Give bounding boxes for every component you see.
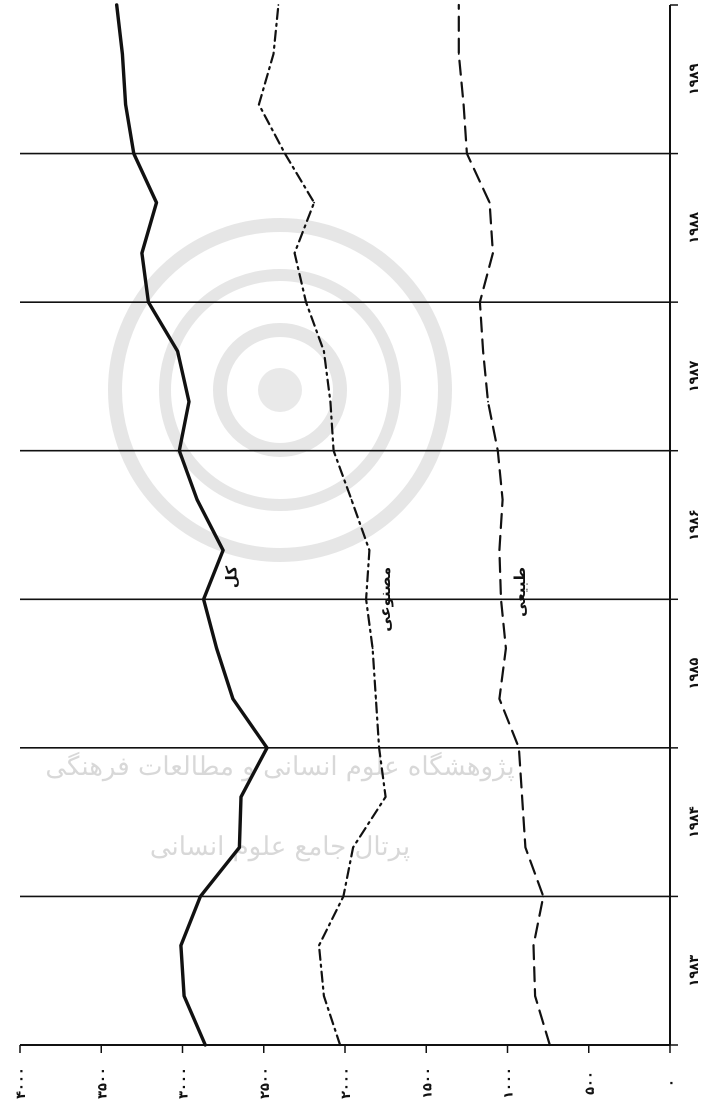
series-point-0 xyxy=(215,647,218,650)
series-point-1 xyxy=(318,944,320,947)
series-point-1 xyxy=(365,598,368,601)
y-axis-ticks: ۰ ۵۰۰ ۱۰۰۰ ۱۵۰۰ ۲۰۰۰ ۲۵۰۰ ۳۰۰۰ ۳۵۰۰ ۴۰۰۰ xyxy=(14,1045,679,1099)
series-point-0 xyxy=(183,995,186,997)
series-point-1 xyxy=(283,152,286,155)
series-point-2 xyxy=(491,252,494,255)
series-point-2 xyxy=(548,1044,551,1046)
series-point-0 xyxy=(147,301,150,304)
series-line-1 xyxy=(257,3,387,1047)
series-point-2 xyxy=(517,746,520,749)
series-point-2 xyxy=(496,449,499,452)
series-point-2 xyxy=(478,301,481,304)
series-point-1 xyxy=(368,549,371,552)
x-tick-label: ۱۹۸۷ xyxy=(687,360,702,392)
series-point-1 xyxy=(339,1044,342,1046)
series-point-1 xyxy=(277,4,280,6)
series-line-0 xyxy=(114,3,269,1047)
series-point-1 xyxy=(305,301,307,304)
series-point-1 xyxy=(378,746,381,749)
series-point-1 xyxy=(313,201,316,204)
y-tick-label: ۳۵۰۰ xyxy=(95,1067,110,1099)
series-point-1 xyxy=(374,697,377,700)
series-point-2 xyxy=(457,4,460,6)
series-point-2 xyxy=(465,152,468,155)
series-point-1 xyxy=(332,449,335,452)
series-point-0 xyxy=(132,152,135,155)
series-point-0 xyxy=(202,598,205,601)
series-point-0 xyxy=(179,944,182,947)
series-group xyxy=(114,3,551,1047)
series-point-2 xyxy=(504,647,507,650)
x-tick-label: ۱۹۸۴ xyxy=(687,806,702,838)
series-point-0 xyxy=(178,449,181,452)
grid-lines xyxy=(20,152,670,898)
series-label-0: کل xyxy=(222,566,240,588)
series-point-0 xyxy=(196,498,199,501)
series-point-1 xyxy=(342,895,345,898)
series-point-2 xyxy=(534,995,537,997)
y-tick-label: ۴۰۰۰ xyxy=(14,1067,29,1099)
y-tick-label: ۲۰۰۰ xyxy=(339,1067,354,1099)
series-point-1 xyxy=(322,350,325,353)
x-tick-label: ۱۹۸۳ xyxy=(687,955,702,987)
series-label-1: مصنوعی xyxy=(376,567,394,632)
series-point-2 xyxy=(462,103,465,106)
series-point-0 xyxy=(266,746,268,749)
series-point-0 xyxy=(240,795,242,798)
series-point-1 xyxy=(257,103,260,106)
y-tick-label: ۱۰۰۰ xyxy=(502,1067,517,1099)
series-point-2 xyxy=(500,598,502,601)
x-tick-label: ۱۹۸۸ xyxy=(687,212,702,244)
series-point-2 xyxy=(501,498,504,501)
series-line-2 xyxy=(457,3,551,1047)
watermark-line1: پژوهشگاه علوم انسانی و مطالعات فرهنگی xyxy=(45,751,514,782)
watermark-logo xyxy=(108,218,452,562)
series-point-0 xyxy=(124,103,127,106)
series-point-2 xyxy=(457,53,460,55)
series-point-1 xyxy=(371,647,374,650)
series-point-2 xyxy=(487,400,489,403)
watermark-line2: پرتال جامع علوم انسانی xyxy=(150,832,410,862)
series-point-2 xyxy=(532,944,535,947)
series-point-0 xyxy=(199,895,202,898)
series-point-0 xyxy=(231,697,234,700)
y-tick-label: ۱۵۰۰ xyxy=(420,1067,435,1099)
series-label-2: طبیعی xyxy=(511,567,529,617)
series-point-0 xyxy=(140,252,143,255)
series-point-2 xyxy=(524,846,527,849)
series-point-2 xyxy=(498,697,501,700)
series-point-0 xyxy=(204,1044,207,1046)
series-point-0 xyxy=(176,350,179,353)
series-point-2 xyxy=(482,350,485,353)
y-tick-label: ۳۰۰۰ xyxy=(177,1067,192,1099)
series-point-1 xyxy=(352,846,355,849)
x-axis-ticks: ۱۹۸۳ ۱۹۸۴ ۱۹۸۵ ۱۹۸۶ ۱۹۸۷ ۱۹۸۸ ۱۹۸۹ xyxy=(670,4,702,1046)
x-tick-label: ۱۹۸۵ xyxy=(687,658,702,690)
y-tick-label: ۵۰۰ xyxy=(583,1071,598,1095)
y-tick-label: ۲۵۰۰ xyxy=(258,1067,273,1099)
series-point-0 xyxy=(155,201,158,204)
series-point-0 xyxy=(121,53,124,55)
series-point-2 xyxy=(488,201,491,204)
series-labels: کل مصنوعی طبیعی xyxy=(222,566,528,632)
series-point-1 xyxy=(350,498,353,501)
series-point-1 xyxy=(384,795,387,798)
series-point-2 xyxy=(542,895,545,898)
x-tick-label: ۱۹۸۹ xyxy=(687,63,702,95)
x-tick-label: ۱۹۸۶ xyxy=(687,509,702,541)
series-point-0 xyxy=(238,846,241,849)
series-point-1 xyxy=(322,995,325,997)
series-point-0 xyxy=(222,549,225,552)
series-point-1 xyxy=(293,252,296,255)
series-point-1 xyxy=(329,400,332,403)
series-point-1 xyxy=(272,53,275,55)
series-point-0 xyxy=(188,400,190,403)
series-point-2 xyxy=(498,549,501,552)
series-point-0 xyxy=(115,4,118,6)
y-tick-label: ۰ xyxy=(664,1079,679,1087)
series-point-2 xyxy=(521,795,524,798)
